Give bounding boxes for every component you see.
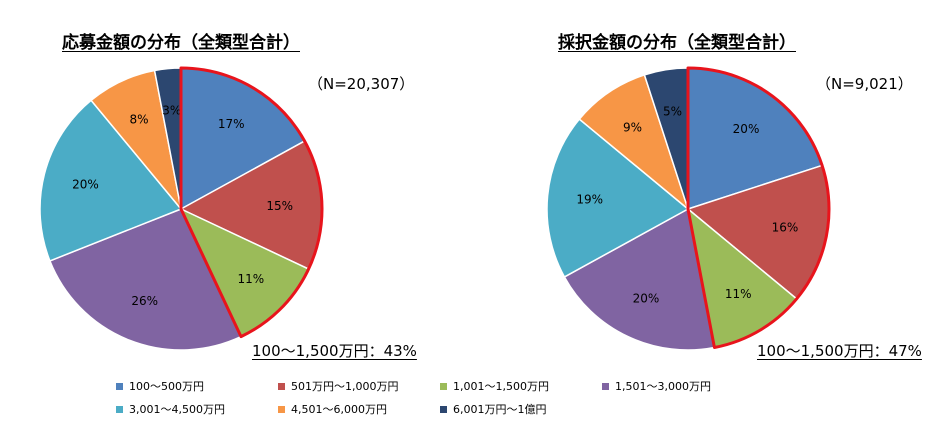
sample-size-applications: （N=20,307） [308,75,415,93]
summary-adopted: 100～1,500万円：47% [757,342,922,360]
summary-applications: 100～1,500万円：43% [252,342,417,360]
legend-label: 1,501～3,000万円 [615,380,711,393]
slice-value-label: 8% [129,113,148,127]
legend-item: 1,001～1,500万円 [440,378,549,394]
legend-swatch [278,382,285,390]
slice-value-label: 5% [663,105,682,119]
legend-label: 6,001万円～1億円 [453,403,547,416]
chart-title-applications: 応募金額の分布（全類型合計） [62,33,300,53]
slice-value-label: 20% [72,177,99,191]
slice-value-label: 3% [162,104,181,118]
pie-slice [578,73,690,212]
legend-swatch [278,405,285,413]
legend-label: 100～500万円 [129,380,204,393]
slice-value-label: 20% [633,291,660,305]
slice-value-label: 9% [623,120,642,134]
legend-label: 3,001～4,500万円 [129,403,225,416]
highlight-outline [686,66,831,350]
legend-item: 6,001万円～1億円 [440,401,547,417]
pie-slice [39,99,183,262]
chart-title-adopted: 採択金額の分布（全類型合計） [558,33,796,53]
slice-value-label: 15% [266,199,293,213]
legend-swatch [116,405,123,413]
legend-item: 100～500万円 [116,378,204,394]
sample-size-adopted: （N=9,021） [816,75,913,93]
slice-value-label: 20% [733,122,760,136]
pie-slice [48,208,243,351]
legend-swatch [440,405,447,413]
highlight-outline [179,66,324,339]
pie-slice [563,207,716,351]
legend-label: 4,501～6,000万円 [291,403,387,416]
slice-value-label: 11% [237,272,264,286]
legend-label: 501万円～1,000万円 [291,380,399,393]
slice-value-label: 11% [725,287,752,301]
legend-swatch [602,382,609,390]
pie-slice [546,118,690,278]
slice-value-label: 16% [772,220,799,234]
legend-swatch [440,382,447,390]
legend-label: 1,001～1,500万円 [453,380,549,393]
slice-value-label: 19% [576,193,603,207]
slice-value-label: 26% [131,294,158,308]
slice-value-label: 17% [218,117,245,131]
legend-item: 1,501～3,000万円 [602,378,711,394]
legend-item: 501万円～1,000万円 [278,378,399,394]
legend-item: 4,501～6,000万円 [278,401,387,417]
legend-swatch [116,382,123,390]
legend-item: 3,001～4,500万円 [116,401,225,417]
